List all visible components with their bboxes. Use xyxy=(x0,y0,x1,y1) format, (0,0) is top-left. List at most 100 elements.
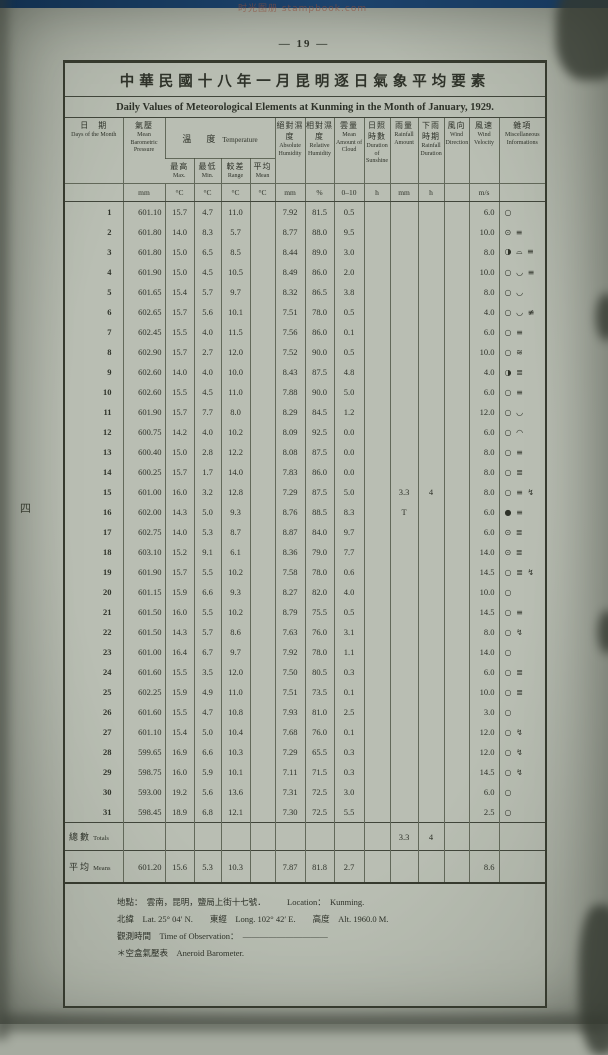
cell-trange: 9.7 xyxy=(220,282,250,302)
cell-tmin: 5.6 xyxy=(193,302,221,322)
cell-sunshine xyxy=(363,742,391,762)
cell-abs_hum: 7.51 xyxy=(274,682,306,702)
cell-cloud: 1.1 xyxy=(333,642,365,662)
cell-rain_dur xyxy=(417,402,445,422)
cell-tmean xyxy=(249,502,276,522)
cell-sunshine xyxy=(363,402,391,422)
cell-wind_vel: 10.0 xyxy=(468,582,500,602)
cell-abs_hum: 7.93 xyxy=(274,702,306,722)
cell-wind_dir xyxy=(443,302,470,322)
cell-misc: ○ ≡ xyxy=(498,382,546,402)
unit-cell: mm xyxy=(122,183,165,202)
cell-misc: ◑ ⌓ ≡ xyxy=(498,242,546,262)
cell-rain_dur xyxy=(417,522,445,542)
cell-rain xyxy=(389,702,419,722)
cell-tmin: 3.5 xyxy=(193,662,221,682)
cell-tmin: 4.7 xyxy=(193,201,221,222)
film-edge-mark xyxy=(556,0,608,80)
table-row: 11 601.90 15.7 7.7 8.0 8.29 84.5 1.2 12.0 ○ ◡ xyxy=(65,402,546,422)
cell-trange: 12.2 xyxy=(220,442,250,462)
cell-wind_dir xyxy=(443,322,470,342)
cell-cloud: 3.0 xyxy=(333,782,365,802)
cell-trange: 10.8 xyxy=(220,702,250,722)
cell-misc: ⊙ ≣ xyxy=(498,542,546,562)
cell-rel_hum: 80.5 xyxy=(304,662,335,682)
cell-pressure: 598.75 xyxy=(122,762,165,782)
cell-wind_dir xyxy=(443,442,470,462)
cell-wind_vel: 14.0 xyxy=(468,542,500,562)
cell-tmin: 5.9 xyxy=(193,762,221,782)
unit-cell: °C xyxy=(220,183,250,202)
cell-wind_vel: 3.0 xyxy=(468,702,500,722)
cell-rel_hum: 72.5 xyxy=(304,802,335,823)
table-body: 1 601.10 15.7 4.7 11.0 7.92 81.5 0.5 6.0 ○ 2 601.80… xyxy=(65,201,546,884)
cell-tmean xyxy=(249,850,276,884)
cell-tmin: 4.5 xyxy=(193,262,221,282)
cell-pressure: 601.50 xyxy=(122,602,165,622)
col-header-temperature: 溫 度 Temperature xyxy=(164,118,276,159)
cell-tmax: 16.0 xyxy=(164,762,194,782)
cell-rain_dur xyxy=(417,642,445,662)
cell-cloud: 9.7 xyxy=(333,522,365,542)
cell-wind_dir xyxy=(443,242,470,262)
cell-wind_dir xyxy=(443,542,470,562)
cell-sunshine xyxy=(363,442,391,462)
footer-coordinates: 北緯 Lat. 25° 04′ N. 東經 Long. 102° 42′ E. … xyxy=(117,914,389,924)
cell-wind_dir xyxy=(443,602,470,622)
cell-misc: ○ xyxy=(498,702,546,722)
cell-sunshine xyxy=(363,482,391,502)
cell-rain_dur xyxy=(417,282,445,302)
cell-tmin: 1.7 xyxy=(193,462,221,482)
cell-day: 14 xyxy=(103,467,112,477)
cell-rain_dur xyxy=(417,682,445,702)
cell-trange: 13.6 xyxy=(220,782,250,802)
cell-rel_hum: 78.0 xyxy=(304,562,335,582)
cell-wind_vel: 12.0 xyxy=(468,722,500,742)
cell-pressure: 600.40 xyxy=(122,442,165,462)
cell-misc: ⊙ ≡ xyxy=(498,222,546,242)
cell-rain_dur xyxy=(417,302,445,322)
cell-wind_dir xyxy=(443,702,470,722)
cell-wind_vel: 6.0 xyxy=(468,782,500,802)
cell-rel_hum: 86.0 xyxy=(304,462,335,482)
col-header-miscellaneous: 雜項 Miscellaneous Informations xyxy=(498,118,546,184)
cell-cloud: 3.8 xyxy=(333,282,365,302)
cell-misc: ○ ≡ xyxy=(498,322,546,342)
cell-abs_hum: 8.79 xyxy=(274,602,306,622)
cell-rain_dur xyxy=(417,782,445,802)
cell-tmax: 15.5 xyxy=(164,662,194,682)
cell-tmax: 15.5 xyxy=(164,322,194,342)
means-label: 平均 Means xyxy=(65,850,123,884)
cell-wind_vel: 12.0 xyxy=(468,742,500,762)
cell-wind_vel: 14.5 xyxy=(468,762,500,782)
cell-tmax: 18.9 xyxy=(164,802,194,823)
cell-rel_hum: 84.0 xyxy=(304,522,335,542)
cell-tmax: 14.0 xyxy=(164,362,194,382)
cell-wind_vel: 14.5 xyxy=(468,562,500,582)
cell-tmin: 6.5 xyxy=(193,242,221,262)
cell-tmean xyxy=(249,662,276,682)
cell-misc: ⊙ ≣ xyxy=(498,522,546,542)
cell-misc: ○ ↯ xyxy=(498,722,546,742)
cell-trange: 8.7 xyxy=(220,522,250,542)
cell-abs_hum: 7.51 xyxy=(274,302,306,322)
cell-trange: 8.5 xyxy=(220,242,250,262)
cell-wind_vel: 6.0 xyxy=(468,422,500,442)
cell-misc: ○ ◡ xyxy=(498,402,546,422)
cell-wind_dir xyxy=(443,382,470,402)
cell-sunshine xyxy=(363,282,391,302)
cell-trange xyxy=(220,822,250,851)
cell-abs_hum: 8.44 xyxy=(274,242,306,262)
unit-cell: m/s xyxy=(468,183,500,202)
cell-rain xyxy=(389,442,419,462)
cell-trange: 8.6 xyxy=(220,622,250,642)
cell-rain xyxy=(389,642,419,662)
cell-wind_dir xyxy=(443,742,470,762)
cell-wind_dir xyxy=(443,282,470,302)
cell-misc: ○ xyxy=(498,642,546,662)
col-header-wind-velocity: 風速 Wind Velocity xyxy=(468,118,500,184)
cell-pressure: 602.60 xyxy=(122,362,165,382)
table-row: 26 601.60 15.5 4.7 10.8 7.93 81.0 2.5 3.0 ○ xyxy=(65,702,546,722)
cell-trange: 10.0 xyxy=(220,362,250,382)
